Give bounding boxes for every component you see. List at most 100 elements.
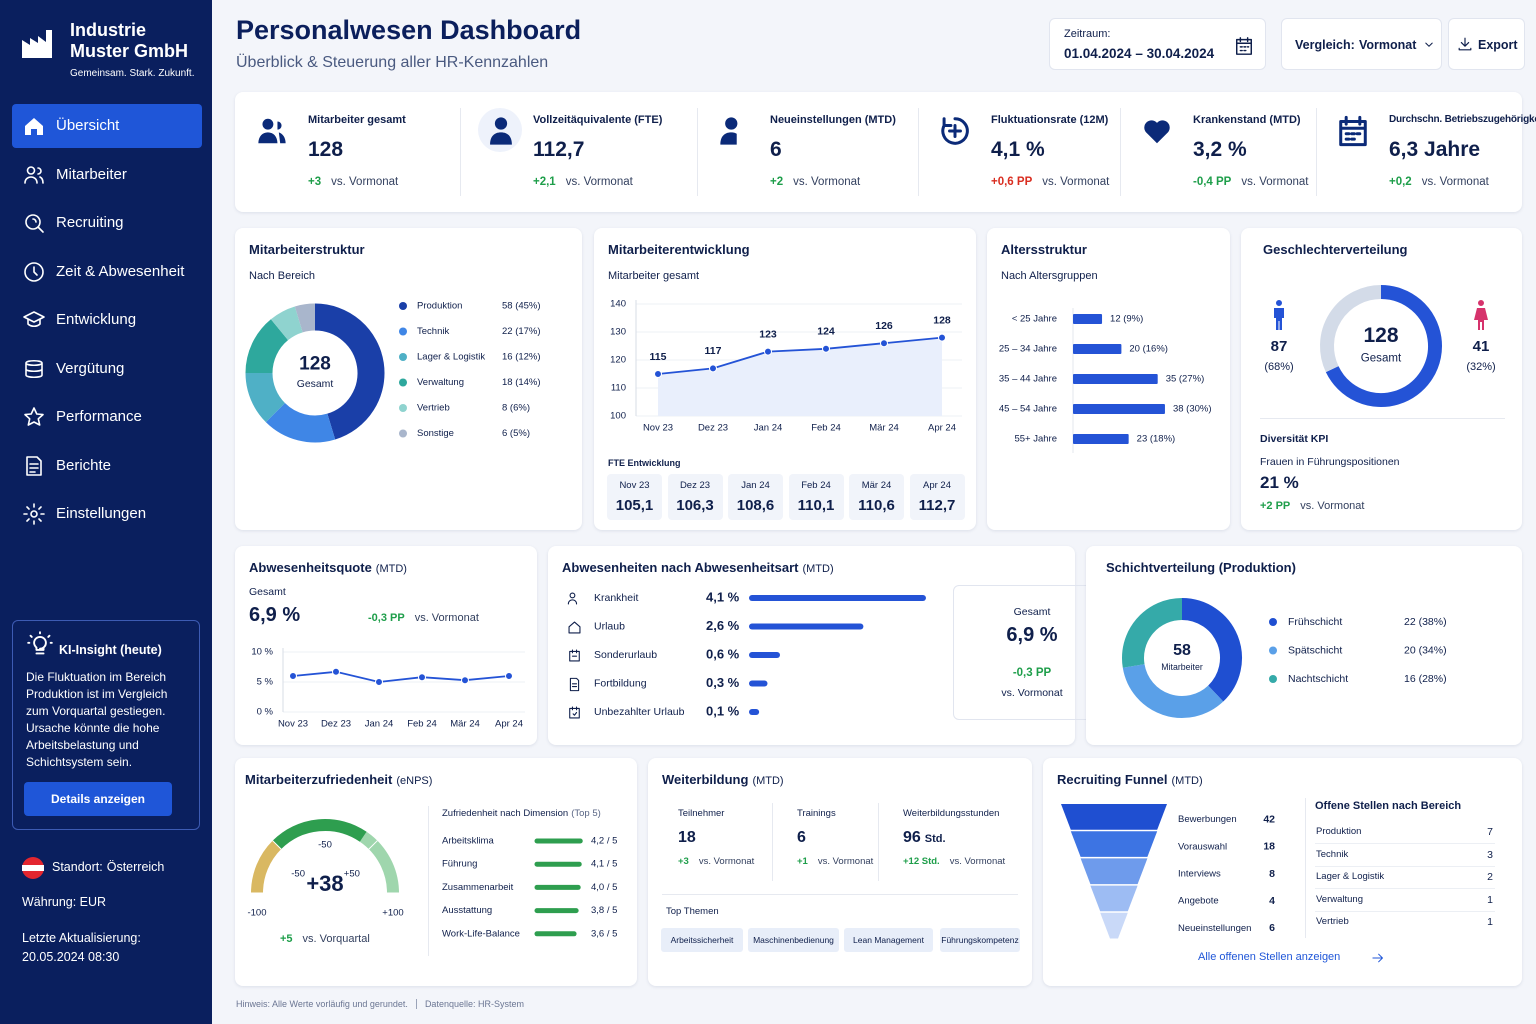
delta: +1 — [797, 856, 808, 867]
delta-note: vs. Vormonat — [1300, 500, 1365, 512]
fte-cell: Jan 24 108,6 — [728, 474, 783, 520]
delta-row: +0,2 vs. Vormonat — [1389, 176, 1489, 188]
icon — [25, 359, 43, 378]
gauge-tick-label: -50 — [291, 869, 305, 880]
y-tick-label: 130 — [610, 327, 626, 338]
gauge-value — [272, 819, 367, 850]
details-button[interactable]: Details anzeigen — [24, 782, 172, 816]
button-label: Details anzeigen — [50, 792, 146, 806]
position-count: 7 — [1487, 826, 1493, 838]
delta-row: +3 vs. Vormonat — [678, 856, 754, 867]
export-label: Export — [1478, 38, 1518, 52]
center-label: Gesamt — [297, 379, 334, 390]
fte-value: 105,1 — [615, 497, 654, 514]
nav-item[interactable]: Entwicklung — [12, 298, 202, 342]
location-value: Österreich — [106, 860, 165, 874]
card-age: Altersstruktur Nach Altersgruppen < 25 Jah… — [987, 228, 1230, 530]
delta-note: vs. Vormonat — [817, 856, 874, 867]
funnel-stage — [1080, 858, 1148, 885]
nav-item[interactable]: Vergütung — [12, 347, 202, 391]
card-subtitle: Gesamt — [249, 586, 286, 598]
export-button[interactable]: Export — [1448, 18, 1525, 70]
nav-item[interactable]: Einstellungen — [12, 492, 202, 536]
flag-stripe — [22, 865, 44, 871]
icon — [1458, 37, 1472, 51]
nav-item[interactable]: Zeit & Abwesenheit — [12, 250, 202, 294]
chart-area — [23, 311, 45, 328]
icon — [490, 117, 512, 145]
positions-link[interactable]: Alle offenen Stellen anzeigen — [1198, 951, 1341, 963]
delta: -0,4 PP — [1193, 176, 1232, 188]
line-point — [461, 676, 469, 685]
nav-item[interactable]: Performance — [12, 395, 202, 439]
legend-dot — [1269, 646, 1277, 655]
headline-value: 6,9 % — [249, 604, 301, 626]
funnel-value: 18 — [1263, 841, 1275, 853]
gauge-tick-label: -100 — [247, 908, 266, 919]
center-label: Mitarbeiter — [1161, 662, 1203, 672]
nav-item[interactable]: Übersicht — [12, 104, 202, 148]
legend-value: 6 (5%) — [502, 428, 530, 439]
data-label: 117 — [705, 345, 722, 357]
gender-count: 41 — [1472, 338, 1490, 355]
delta-row: +2,1 vs. Vormonat — [533, 176, 633, 188]
period-picker[interactable]: Zeitraum: 01.04.2024 – 30.04.2024 — [1049, 18, 1266, 70]
y-tick-label: 0 % — [257, 707, 274, 718]
delta-row: +12 Std. vs. Vormonat — [903, 856, 1005, 867]
icon — [941, 117, 969, 145]
x-tick-label: Apr 24 — [928, 423, 956, 434]
gauge-tick-label: +100 — [382, 908, 403, 919]
footer-source: Datenquelle: HR-System — [424, 999, 524, 1009]
chart-area — [25, 359, 43, 378]
delta: +2 PP — [1260, 500, 1291, 512]
icon — [1144, 120, 1170, 144]
legend-dot — [399, 327, 407, 336]
nav-item[interactable]: Mitarbeiter — [12, 153, 202, 197]
icon — [569, 706, 580, 719]
kpi-label: Krankenstand (MTD) — [1193, 114, 1301, 126]
chart-area: 58 Mitarbeiter Frühschicht 22 (38%) Spätschi… — [1122, 598, 1447, 718]
line-point — [822, 344, 830, 353]
chart-area — [25, 118, 43, 135]
icon — [23, 311, 45, 328]
card-absence-rate: Abwesenheitsquote (MTD) Gesamt 6,9 % -0,3 PP… — [235, 546, 537, 745]
legend-value: 16 (12%) — [502, 352, 541, 363]
chart-area — [25, 214, 44, 233]
kpi-label: Frauen in Führungspositionen — [1260, 456, 1400, 468]
icon — [720, 117, 748, 145]
position-count: 1 — [1487, 893, 1493, 906]
fte-period: Jan 24 — [741, 480, 770, 491]
footer-note: Hinweis: Alle Werte vorläufig und gerund… — [236, 999, 417, 1009]
currency: Währung: EUR — [22, 895, 107, 909]
row-divider — [1315, 888, 1495, 889]
page-title: Personalwesen Dashboard — [236, 15, 582, 45]
icon — [26, 455, 42, 476]
y-tick-label: 140 — [610, 299, 626, 310]
topic-tag: Arbeitssicherheit — [661, 928, 743, 952]
funnel-stage — [1100, 912, 1128, 939]
y-tick-label: 100 — [610, 411, 626, 422]
card-title: Mitarbeiterentwicklung — [608, 242, 750, 257]
x-tick-label: Nov 23 — [278, 719, 308, 730]
legend-dot — [1269, 618, 1277, 626]
delta-note: vs. Vormonat — [1241, 176, 1309, 188]
compare-select[interactable]: Vergleich: Vormonat — [1281, 18, 1442, 70]
chart-area — [569, 706, 580, 719]
x-tick-label: Dez 23 — [698, 423, 728, 434]
period-label: Zeitraum: — [1064, 28, 1111, 40]
delta-note: vs. Vormonat — [414, 612, 479, 624]
nav-label: Berichte — [56, 456, 112, 474]
metric-number: 18 — [678, 829, 696, 846]
legend-value: 8 (6%) — [502, 403, 530, 414]
gender-share: (32%) — [1466, 361, 1496, 373]
nav-item[interactable]: Berichte — [12, 444, 202, 488]
funnel-stage — [1061, 804, 1167, 830]
kpi-title: Diversität KPI — [1260, 433, 1329, 445]
nav-item[interactable]: Recruiting — [12, 201, 202, 245]
line-point — [764, 347, 772, 356]
nav-label: Einstellungen — [56, 505, 147, 522]
line-point — [332, 667, 340, 676]
title-text: Abwesenheitsquote — [249, 560, 372, 575]
nav-label: Recruiting — [56, 214, 124, 231]
bar-label: < 25 Jahre — [1012, 314, 1057, 325]
